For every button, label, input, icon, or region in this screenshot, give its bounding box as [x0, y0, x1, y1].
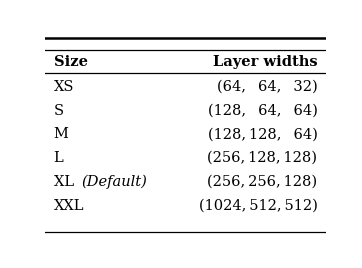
Text: (256, 256, 128): (256, 256, 128): [207, 175, 317, 189]
Text: L: L: [54, 151, 63, 165]
Text: (1024, 512, 512): (1024, 512, 512): [198, 199, 317, 213]
Text: XXL: XXL: [54, 199, 84, 213]
Text: Layer widths: Layer widths: [213, 55, 317, 69]
Text: (256, 128, 128): (256, 128, 128): [207, 151, 317, 165]
Text: (128, 128,  64): (128, 128, 64): [207, 127, 317, 141]
Text: M: M: [54, 127, 68, 141]
Text: XS: XS: [54, 80, 74, 94]
Text: (64,  64,  32): (64, 64, 32): [216, 80, 317, 94]
Text: XL: XL: [54, 175, 79, 189]
Text: (128,  64,  64): (128, 64, 64): [207, 103, 317, 118]
Text: Size: Size: [54, 55, 88, 69]
Text: S: S: [54, 103, 64, 118]
Text: (Default): (Default): [82, 174, 148, 189]
